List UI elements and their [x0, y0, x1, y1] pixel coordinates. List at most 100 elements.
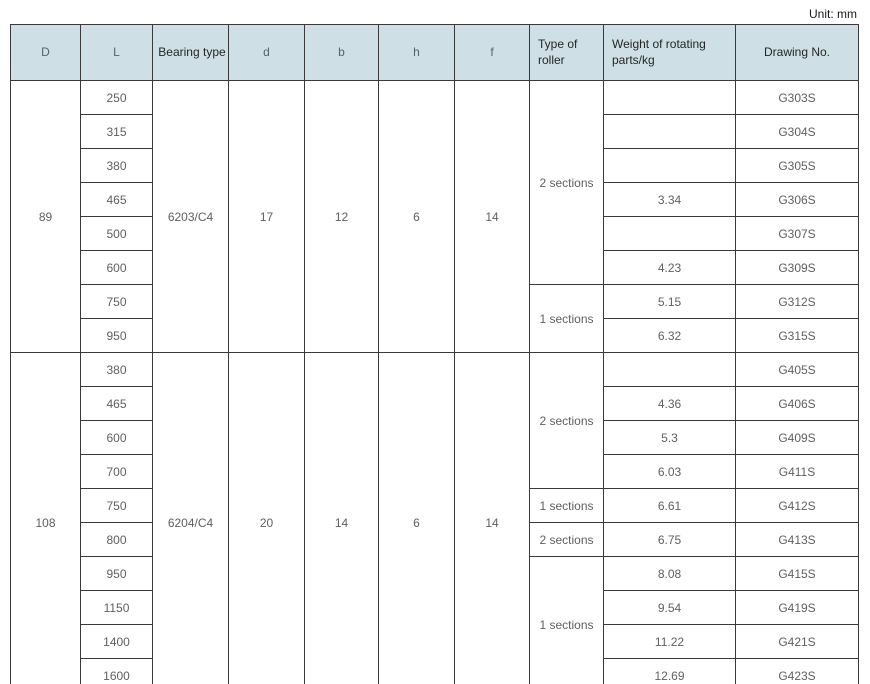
table-row: 750 1 sections 5.15 G312S: [11, 284, 859, 353]
cell-roller-type: 2 sections: [529, 80, 604, 285]
cell-L: 315: [80, 114, 153, 149]
cell-drawing: G309S: [735, 250, 859, 285]
table-row: 600 5.3 G409S: [11, 420, 859, 455]
cell-roller-type: 2 sections: [529, 352, 604, 489]
cell-d: 17: [228, 80, 305, 353]
cell-L: 950: [80, 556, 153, 591]
cell-weight: 5.3: [603, 420, 736, 455]
cell-weight: 3.34: [603, 182, 736, 217]
table-row: 1400 11.22 G421S: [11, 624, 859, 659]
cell-L: 1150: [80, 590, 153, 625]
cell-drawing: G413S: [735, 522, 859, 557]
col-header-d: d: [228, 24, 305, 81]
cell-L: 600: [80, 250, 153, 285]
cell-drawing: G423S: [735, 658, 859, 684]
cell-weight: 4.23: [603, 250, 736, 285]
unit-label: Unit: mm: [809, 7, 857, 21]
cell-weight: 9.54: [603, 590, 736, 625]
cell-L: 380: [80, 148, 153, 183]
cell-weight: 12.69: [603, 658, 736, 684]
cell-L: 600: [80, 420, 153, 455]
table-header: D L Bearing type d b h f Type of roller …: [10, 24, 859, 81]
cell-drawing: G305S: [735, 148, 859, 183]
cell-roller-type: 1 sections: [529, 284, 604, 353]
cell-D: 108: [10, 352, 81, 684]
cell-L: 800: [80, 522, 153, 557]
table-row: 89 250 6203/C4 17 12 6 14 2 sections G30…: [10, 80, 859, 353]
col-header-weight: Weight of rotating parts/kg: [603, 24, 736, 81]
table-row: 465 3.34 G306S: [11, 182, 859, 217]
col-header-drawing-no: Drawing No.: [735, 24, 859, 81]
cell-weight: 5.15: [603, 284, 736, 319]
col-header-type-of-roller: Type of roller: [529, 24, 604, 81]
col-header-f: f: [454, 24, 530, 81]
table-row: 500 G307S: [11, 216, 859, 251]
cell-L: 465: [80, 386, 153, 421]
cell-b: 14: [304, 352, 379, 684]
cell-bearing-type: 6204/C4: [152, 352, 229, 684]
cell-drawing: G312S: [735, 284, 859, 319]
cell-L: 750: [80, 284, 153, 319]
cell-roller-type: 1 sections: [529, 556, 604, 684]
cell-L: 500: [80, 216, 153, 251]
cell-drawing: G303S: [735, 80, 859, 115]
cell-weight: 6.61: [603, 488, 736, 523]
cell-drawing: G307S: [735, 216, 859, 251]
table-row: 380 G305S: [11, 148, 859, 183]
table-row: 1150 9.54 G419S: [11, 590, 859, 625]
cell-weight: [603, 148, 736, 183]
cell-drawing: G411S: [735, 454, 859, 489]
cell-bearing-type: 6203/C4: [152, 80, 229, 353]
cell-weight: 4.36: [603, 386, 736, 421]
cell-drawing: G415S: [735, 556, 859, 591]
cell-roller-type: 2 sections: [529, 522, 604, 557]
cell-drawing: G304S: [735, 114, 859, 149]
col-header-L: L: [80, 24, 153, 81]
cell-L: 950: [80, 318, 153, 353]
cell-weight: [603, 80, 736, 115]
cell-h: 6: [378, 80, 455, 353]
header-row: D L Bearing type d b h f Type of roller …: [10, 24, 859, 81]
cell-weight: 6.32: [603, 318, 736, 353]
cell-f: 14: [454, 352, 530, 684]
cell-L: 700: [80, 454, 153, 489]
cell-weight: 11.22: [603, 624, 736, 659]
cell-drawing: G405S: [735, 352, 859, 387]
cell-L: 250: [80, 80, 153, 115]
cell-L: 750: [80, 488, 153, 523]
cell-D: 89: [10, 80, 81, 353]
roller-spec-table: D L Bearing type d b h f Type of roller …: [10, 24, 859, 684]
cell-drawing: G409S: [735, 420, 859, 455]
cell-drawing: G306S: [735, 182, 859, 217]
col-header-bearing-type: Bearing type: [152, 24, 229, 81]
cell-f: 14: [454, 80, 530, 353]
cell-drawing: G412S: [735, 488, 859, 523]
table-row: 600 4.23 G309S: [11, 250, 859, 285]
col-header-b: b: [304, 24, 379, 81]
table-row: 950 6.32 G315S: [11, 318, 859, 353]
cell-weight: [603, 216, 736, 251]
cell-d: 20: [228, 352, 305, 684]
cell-h: 6: [378, 352, 455, 684]
cell-drawing: G421S: [735, 624, 859, 659]
table-row: 108 380 6204/C4 20 14 6 14 2 sections G4…: [10, 352, 859, 684]
table-body: 89 250 6203/C4 17 12 6 14 2 sections G30…: [10, 80, 859, 684]
cell-roller-type: 1 sections: [529, 488, 604, 523]
cell-weight: [603, 352, 736, 387]
cell-drawing: G406S: [735, 386, 859, 421]
cell-L: 1600: [80, 658, 153, 684]
cell-b: 12: [304, 80, 379, 353]
cell-L: 465: [80, 182, 153, 217]
table-row: 800 2 sections 6.75 G413S: [11, 522, 859, 557]
cell-drawing: G315S: [735, 318, 859, 353]
cell-weight: 6.03: [603, 454, 736, 489]
cell-L: 380: [80, 352, 153, 387]
table-row: 700 6.03 G411S: [11, 454, 859, 489]
table-row: 1600 12.69 G423S: [11, 658, 859, 684]
table-row: 950 1 sections 8.08 G415S: [11, 556, 859, 684]
col-header-h: h: [378, 24, 455, 81]
table-row: 315 G304S: [11, 114, 859, 149]
cell-weight: [603, 114, 736, 149]
cell-weight: 8.08: [603, 556, 736, 591]
